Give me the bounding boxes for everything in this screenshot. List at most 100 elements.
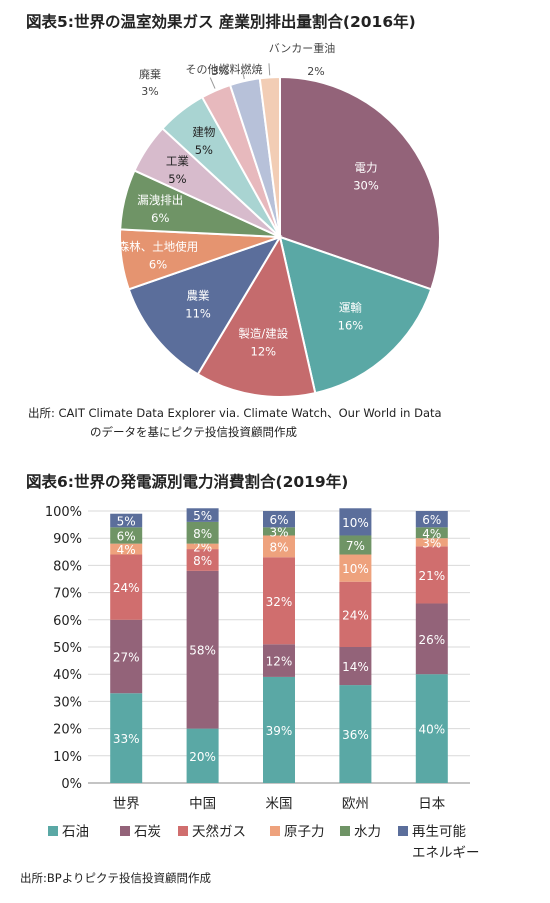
bar-segment-4-3: [415, 538, 448, 547]
x-tick-label-0: 世界: [113, 796, 140, 812]
pie-source-line-2: のデータを基にピクテ投信投資顧問作成: [90, 425, 297, 439]
bar-data-label-3-4: 7%: [346, 539, 365, 553]
pie-slice-label-5: 6%: [151, 211, 169, 225]
legend-label-4: 水力: [354, 824, 381, 840]
legend-label-0: 石油: [62, 824, 89, 840]
bar-data-label-2-3: 8%: [269, 540, 288, 554]
pie-slice-name-0: 電力: [355, 161, 378, 175]
pie-slice-3: [127, 235, 283, 376]
bar-segment-0-4: [110, 527, 143, 544]
bar-data-label-4-0: 40%: [418, 723, 445, 737]
bar-segment-3-4: [339, 535, 372, 555]
pie-slice-label-8: 3%: [141, 85, 158, 98]
y-tick-label-5: 50%: [53, 641, 82, 656]
bar-segment-4-0: [415, 674, 448, 783]
bar-data-label-2-0: 39%: [266, 724, 293, 738]
bar-source: 出所:BPよりピクテ投信投資顧問作成: [20, 871, 211, 885]
pie-slice-name-5: 漏洩排出: [137, 193, 183, 207]
pie-slice-0: [279, 75, 441, 291]
y-tick-label-8: 80%: [53, 559, 82, 574]
bar-data-label-1-0: 20%: [189, 750, 216, 764]
bar-segment-4-1: [415, 603, 448, 675]
pie-slice-name-7: 建物: [192, 125, 215, 139]
bar-segment-3-2: [339, 581, 372, 647]
bar-data-label-4-4: 4%: [422, 527, 441, 541]
bar-data-label-3-0: 36%: [342, 728, 369, 742]
bar-segment-1-5: [186, 508, 219, 522]
bar-data-label-2-5: 6%: [269, 513, 288, 527]
bar-data-label-3-5: 10%: [342, 516, 369, 530]
x-tick-label-3: 欧州: [342, 796, 369, 812]
bar-segment-0-1: [110, 619, 143, 694]
bar-chart-title: 図表6:世界の発電源別電力消費割合(2019年): [26, 473, 349, 491]
y-tick-label-1: 10%: [53, 750, 82, 765]
bar-segment-4-2: [415, 546, 448, 604]
pie-slice-label-3: 11%: [185, 307, 211, 321]
y-tick-label-0: 0%: [61, 777, 82, 792]
pie-slice-label-10: 2%: [307, 65, 324, 78]
pie-slice-1: [278, 235, 433, 395]
y-tick-label-7: 70%: [53, 587, 82, 602]
bar-data-label-3-1: 14%: [342, 660, 369, 674]
bar-data-label-1-2: 8%: [193, 554, 212, 568]
legend-label-1: 石炭: [134, 824, 161, 840]
pie-leader-line-9: [241, 67, 245, 80]
pie-slice-label-6: 5%: [168, 172, 186, 186]
stacked-bar-chart: 0% 10% 20% 30% 40% 50% 60% 70% 80% 90% 100% 33% 27% 2…: [45, 505, 480, 861]
pie-slice-label-9: 3%: [211, 65, 228, 78]
bar-data-label-0-2: 24%: [113, 581, 140, 595]
pie-leader-line-10: [268, 63, 271, 76]
pie-leader-line-8: [209, 77, 216, 89]
legend-label-2: 天然ガス: [192, 823, 246, 840]
bar-data-label-4-3: 3%: [422, 536, 441, 550]
pie-slice-name-2: 製造/建設: [238, 326, 288, 340]
pie-slice-name-10: バンカー重油: [269, 41, 336, 55]
pie-slice-label-4: 6%: [149, 258, 167, 272]
legend-swatch-2: [178, 826, 188, 836]
legend-swatch-5: [398, 826, 408, 836]
bar-segment-4-5: [415, 511, 448, 528]
pie-slice-label-0: 30%: [353, 179, 379, 193]
bar-segment-0-3: [110, 543, 143, 555]
y-tick-label-2: 20%: [53, 723, 82, 738]
bar-data-label-1-1: 58%: [189, 644, 216, 658]
bar-segment-4-4: [415, 527, 448, 539]
pie-slice-name-6: 工業: [166, 154, 189, 168]
pie-slice-name-3: 農業: [187, 289, 210, 303]
pie-slice-10: [258, 75, 281, 238]
bar-segment-0-2: [110, 554, 143, 620]
legend-swatch-1: [120, 826, 130, 836]
bar-data-label-2-4: 3%: [269, 525, 288, 539]
bar-data-label-0-3: 4%: [117, 543, 136, 557]
pie-slice-name-4: 森林、土地使用: [118, 240, 199, 254]
pie-slice-label-1: 16%: [338, 319, 364, 333]
bar-data-label-0-1: 27%: [113, 651, 140, 665]
y-tick-label-6: 60%: [53, 614, 82, 629]
bar-segment-0-0: [110, 693, 143, 783]
bar-segment-1-3: [186, 543, 219, 550]
bar-segment-2-2: [263, 557, 295, 645]
bar-data-label-4-2: 21%: [418, 569, 445, 583]
bar-segment-2-5: [263, 511, 295, 528]
legend-swatch-4: [340, 826, 350, 836]
bar-segment-3-5: [339, 508, 372, 536]
bar-segment-1-4: [186, 521, 219, 544]
pie-slice-name-1: 運輸: [339, 301, 362, 315]
legend-label-5: 再生可能: [412, 824, 466, 840]
bar-segment-2-1: [263, 644, 295, 677]
legend-swatch-3: [270, 826, 280, 836]
pie-chart: 電力 30% 運輸 16% 製造/建設 12% 農業 11% 森林、土地使用 6% 漏洩排出 6% 工業…: [118, 41, 441, 398]
bar-data-label-1-3: 2%: [193, 540, 212, 554]
bar-segment-1-0: [186, 728, 219, 783]
bar-segment-3-0: [339, 685, 372, 783]
bar-data-label-2-2: 32%: [266, 595, 293, 609]
bar-segment-1-2: [186, 549, 219, 571]
bar-data-label-3-3: 10%: [342, 562, 369, 576]
x-tick-label-4: 日本: [418, 796, 445, 812]
legend-label-3: 原子力: [284, 824, 325, 840]
bar-data-label-4-5: 6%: [422, 513, 441, 527]
bar-data-label-2-1: 12%: [266, 655, 293, 669]
y-tick-label-9: 90%: [53, 532, 82, 547]
pie-source-line-1: 出所: CAIT Climate Data Explorer via. Clim…: [28, 406, 442, 420]
bar-data-label-0-5: 5%: [117, 515, 136, 529]
